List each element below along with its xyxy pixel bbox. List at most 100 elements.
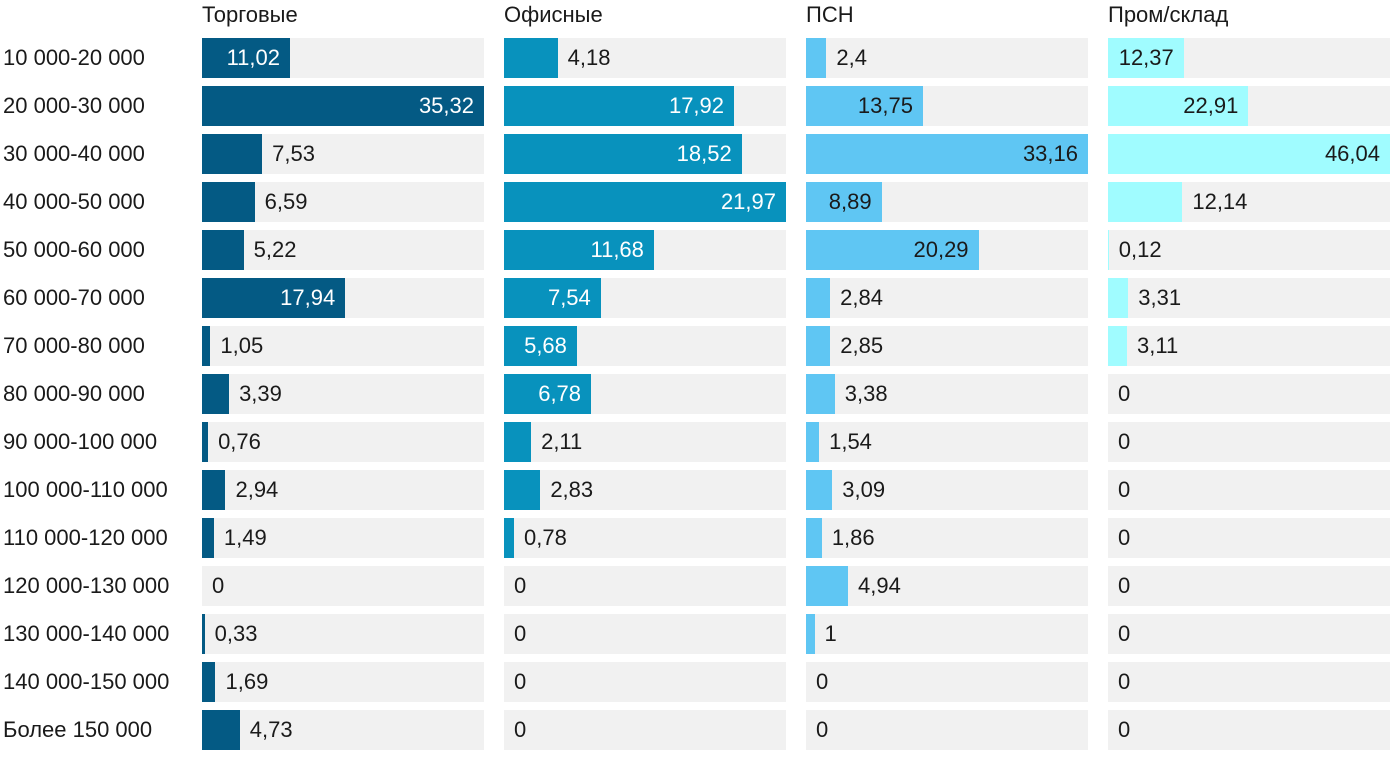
bar-track: 0,76 xyxy=(202,422,484,462)
bar-value-label: 7,54 xyxy=(547,285,591,310)
bar-value-label: 0 xyxy=(1118,429,1131,454)
bar-track: 0 xyxy=(504,710,786,750)
bar xyxy=(504,38,558,78)
bar-value-label: 5,22 xyxy=(253,237,297,262)
bar-track: 20,29 xyxy=(806,230,1088,270)
bar-track: 0 xyxy=(1108,566,1390,606)
bar-value-label: 1,54 xyxy=(829,429,872,454)
bar xyxy=(202,134,263,174)
bar-track: 0 xyxy=(1108,470,1390,510)
bar-track: 2,11 xyxy=(504,422,786,462)
bar-track: 1,05 xyxy=(202,326,484,366)
bar-value-label: 13,75 xyxy=(857,93,913,118)
bar-track: 0 xyxy=(504,614,786,654)
bar-track: 3,09 xyxy=(806,470,1088,510)
bar-value-label: 2,94 xyxy=(235,477,279,502)
bar-value-label: 1,86 xyxy=(831,525,875,550)
bar-track: 0 xyxy=(504,662,786,702)
category-label: 70 000-80 000 xyxy=(3,333,145,358)
bar-track: 21,97 xyxy=(504,182,786,222)
bar-track: 6,59 xyxy=(202,182,484,222)
bar-value-label: 0 xyxy=(1118,525,1131,550)
bar-track: 1,49 xyxy=(202,518,484,558)
bar-track: 0,78 xyxy=(504,518,786,558)
bar xyxy=(202,278,346,318)
category-label: 120 000-130 000 xyxy=(3,573,170,598)
bar xyxy=(504,86,734,126)
bar xyxy=(504,182,786,222)
bar-value-label: 3,31 xyxy=(1138,285,1182,310)
bar-value-label: 12,37 xyxy=(1118,45,1174,70)
bar xyxy=(202,182,255,222)
bar xyxy=(806,182,882,222)
category-label: 10 000-20 000 xyxy=(3,45,145,70)
bar xyxy=(504,470,541,510)
bar-track: 0 xyxy=(1108,614,1390,654)
bar-track: 0 xyxy=(1108,518,1390,558)
category-label: 40 000-50 000 xyxy=(3,189,145,214)
bar-value-label: 17,94 xyxy=(280,285,336,310)
bar-value-label: 12,14 xyxy=(1192,189,1248,214)
category-label: 60 000-70 000 xyxy=(3,285,145,310)
bar xyxy=(202,614,205,654)
bar-track: 0,33 xyxy=(202,614,484,654)
bar xyxy=(202,518,214,558)
bar-track: 0 xyxy=(504,566,786,606)
bar-track: 3,11 xyxy=(1108,326,1390,366)
bar xyxy=(202,38,290,78)
bar-track: 3,38 xyxy=(806,374,1088,414)
bar xyxy=(806,422,820,462)
bar-track: 2,85 xyxy=(806,326,1088,366)
bar-track: 2,94 xyxy=(202,470,484,510)
series-title: ПСН xyxy=(806,2,854,27)
bar-track: 17,94 xyxy=(202,278,484,318)
bar-value-label: 0,12 xyxy=(1118,237,1162,262)
bar-value-label: 6,59 xyxy=(264,189,308,214)
bar-track: 13,75 xyxy=(806,86,1088,126)
bar-track: 46,04 xyxy=(1108,134,1390,174)
bar-value-label: 1,69 xyxy=(225,669,269,694)
bar xyxy=(806,614,815,654)
bar xyxy=(1108,326,1128,366)
bar-value-label: 4,73 xyxy=(249,717,293,742)
bar-value-label: 1,49 xyxy=(223,525,267,550)
bar-value-label: 0 xyxy=(514,669,527,694)
bar-track: 3,31 xyxy=(1108,278,1390,318)
bar xyxy=(806,86,923,126)
bar-track: 8,89 xyxy=(806,182,1088,222)
bar-track: 12,37 xyxy=(1108,38,1390,78)
bar xyxy=(806,566,848,606)
bar xyxy=(202,374,230,414)
bar-track: 0 xyxy=(806,710,1088,750)
bar-value-label: 35,32 xyxy=(418,93,474,118)
series-title: Торговые xyxy=(202,2,298,27)
bar-track: 22,91 xyxy=(1108,86,1390,126)
bar-value-label: 4,94 xyxy=(858,573,901,598)
bar-track: 0 xyxy=(806,662,1088,702)
bar-value-label: 11,68 xyxy=(590,237,644,262)
bar-track: 4,73 xyxy=(202,710,484,750)
bar-value-label: 0 xyxy=(1118,573,1131,598)
bar-track: 1,86 xyxy=(806,518,1088,558)
bar-value-label: 18,52 xyxy=(676,141,732,166)
bar-value-label: 2,84 xyxy=(840,285,883,310)
bar xyxy=(806,518,822,558)
bar xyxy=(806,470,833,510)
bar-value-label: 2,4 xyxy=(836,45,867,70)
bar xyxy=(202,230,244,270)
bar xyxy=(202,86,484,126)
series-title: Пром/склад xyxy=(1108,2,1229,27)
category-label: 100 000-110 000 xyxy=(3,477,168,502)
bar-value-label: 0 xyxy=(1118,717,1131,742)
category-label: 130 000-140 000 xyxy=(3,621,170,646)
category-label: 50 000-60 000 xyxy=(3,237,145,262)
bar-value-label: 11,02 xyxy=(226,45,280,70)
bar-value-label: 2,11 xyxy=(541,429,583,454)
bar xyxy=(806,230,979,270)
bar-value-label: 5,68 xyxy=(524,333,567,358)
bar-value-label: 8,89 xyxy=(828,189,872,214)
bar-value-label: 3,11 xyxy=(1137,333,1179,358)
bar-value-label: 20,29 xyxy=(913,237,969,262)
bar-value-label: 33,16 xyxy=(1022,141,1078,166)
bar-value-label: 0,78 xyxy=(524,525,567,550)
